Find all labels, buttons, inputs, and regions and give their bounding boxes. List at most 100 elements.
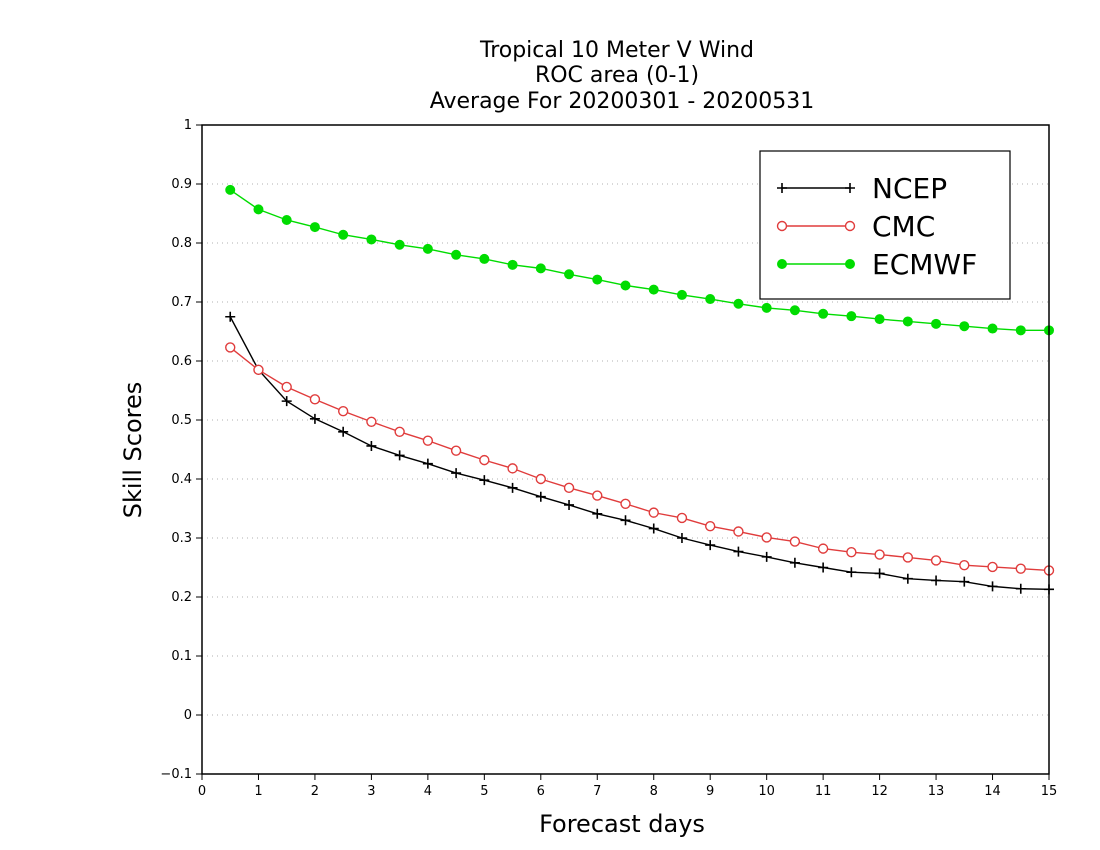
y-tick-label: 0 xyxy=(184,708,192,723)
data-point-ecmwf xyxy=(451,249,462,260)
y-tick-label: −0.1 xyxy=(160,767,192,782)
data-point-ecmwf xyxy=(761,302,772,313)
data-point-ncep xyxy=(479,475,490,486)
data-point-cmc xyxy=(648,507,659,518)
data-point-cmc xyxy=(959,559,970,571)
legend-item-ecmwf: ECMWF xyxy=(777,248,977,281)
legend-items: NCEP CMC ECMWF xyxy=(776,172,977,281)
data-point-cmc xyxy=(733,526,744,537)
data-point-ncep xyxy=(592,508,603,519)
data-point-ncep xyxy=(422,458,433,469)
title-line-3: Average For 20200301 - 20200531 xyxy=(430,89,815,114)
data-point-ecmwf xyxy=(648,284,659,295)
data-point-ecmwf xyxy=(789,305,800,316)
data-point-ecmwf xyxy=(592,274,603,285)
data-point-ncep xyxy=(620,515,631,526)
data-point-ncep xyxy=(789,557,800,568)
x-tick-label: 7 xyxy=(593,784,601,799)
data-point-ecmwf xyxy=(733,298,744,309)
y-tick-label: 0.7 xyxy=(171,295,192,310)
data-point-ecmwf xyxy=(902,316,913,327)
data-point-ecmwf xyxy=(705,294,716,305)
data-point-ncep xyxy=(1015,583,1026,594)
data-point-ncep xyxy=(366,440,377,451)
x-tick-label: 9 xyxy=(706,784,714,799)
data-point-ncep xyxy=(535,491,546,502)
data-point-ecmwf xyxy=(338,229,349,240)
data-point-ecmwf xyxy=(959,321,970,332)
data-point-ecmwf xyxy=(846,311,857,322)
data-point-ncep xyxy=(281,396,292,407)
x-tick-label: 13 xyxy=(928,784,945,799)
data-point-ecmwf xyxy=(479,253,490,264)
data-point-cmc xyxy=(422,435,434,446)
data-point-ecmwf xyxy=(874,314,885,325)
legend-marker-ecmwf xyxy=(777,259,787,269)
data-point-ncep xyxy=(959,576,970,587)
data-point-ecmwf xyxy=(1015,325,1026,336)
data-point-cmc xyxy=(620,498,631,509)
data-point-cmc xyxy=(479,454,490,466)
data-point-ecmwf xyxy=(309,222,320,233)
data-point-cmc xyxy=(761,532,772,543)
x-axis-ticks: 0 1 2 3 4 5 6 7 8 9 10 11 12 13 14 15 xyxy=(198,774,1057,799)
legend-item-cmc: CMC xyxy=(776,210,935,243)
legend-label-cmc: CMC xyxy=(872,210,935,243)
data-point-ecmwf xyxy=(422,243,433,254)
x-tick-label: 1 xyxy=(254,784,262,799)
data-point-ncep xyxy=(902,573,913,584)
data-point-ncep xyxy=(676,533,687,543)
data-point-ncep xyxy=(309,413,320,424)
data-point-ncep xyxy=(761,551,772,562)
y-tick-label: 0.4 xyxy=(171,472,192,487)
data-point-ecmwf xyxy=(253,204,264,215)
data-point-cmc xyxy=(592,490,603,501)
data-point-ncep xyxy=(705,540,716,551)
series-ncep xyxy=(225,311,1054,595)
x-tick-label: 11 xyxy=(815,784,832,799)
legend-item-ncep: NCEP xyxy=(777,172,947,205)
data-series xyxy=(225,184,1055,595)
data-point-ncep xyxy=(394,450,405,461)
data-point-cmc xyxy=(225,342,236,353)
series-ecmwf xyxy=(225,184,1054,336)
data-point-ecmwf xyxy=(931,318,942,329)
data-point-cmc xyxy=(394,426,405,437)
x-tick-label: 15 xyxy=(1041,784,1058,799)
legend-box xyxy=(759,150,1011,300)
data-point-cmc xyxy=(450,445,462,456)
data-point-ncep xyxy=(931,575,942,586)
x-tick-label: 0 xyxy=(198,784,206,799)
series-line-cmc xyxy=(229,346,1050,572)
data-point-cmc xyxy=(1015,563,1026,574)
data-point-ecmwf xyxy=(281,214,292,225)
legend-marker-ecmwf xyxy=(845,259,855,269)
data-point-ncep xyxy=(648,523,659,534)
x-tick-label: 6 xyxy=(537,784,545,799)
data-point-ecmwf xyxy=(620,280,631,291)
y-tick-label: 1 xyxy=(184,118,192,133)
data-point-ncep xyxy=(507,482,518,493)
data-point-cmc xyxy=(281,381,292,393)
data-point-cmc xyxy=(987,561,998,573)
legend: NCEP CMC ECMWF xyxy=(759,150,1011,300)
data-point-ecmwf xyxy=(676,289,687,300)
data-point-cmc xyxy=(253,364,264,376)
data-point-cmc xyxy=(309,394,321,405)
data-point-cmc xyxy=(507,463,518,474)
y-tick-label: 0.1 xyxy=(171,649,192,664)
chart-title: Tropical 10 Meter V Wind ROC area (0-1) … xyxy=(430,38,815,114)
legend-label-ecmwf: ECMWF xyxy=(872,248,977,281)
y-tick-label: 0.6 xyxy=(171,354,192,369)
legend-marker-ncep xyxy=(845,183,855,193)
data-point-ecmwf xyxy=(535,263,546,274)
x-tick-label: 8 xyxy=(650,784,658,799)
legend-marker-cmc xyxy=(776,220,788,232)
data-point-ncep xyxy=(874,568,885,579)
x-tick-label: 14 xyxy=(984,784,1001,799)
data-point-ecmwf xyxy=(507,259,518,270)
plot-frame xyxy=(201,124,1050,775)
x-tick-label: 4 xyxy=(424,784,432,799)
data-point-ecmwf xyxy=(564,269,575,280)
